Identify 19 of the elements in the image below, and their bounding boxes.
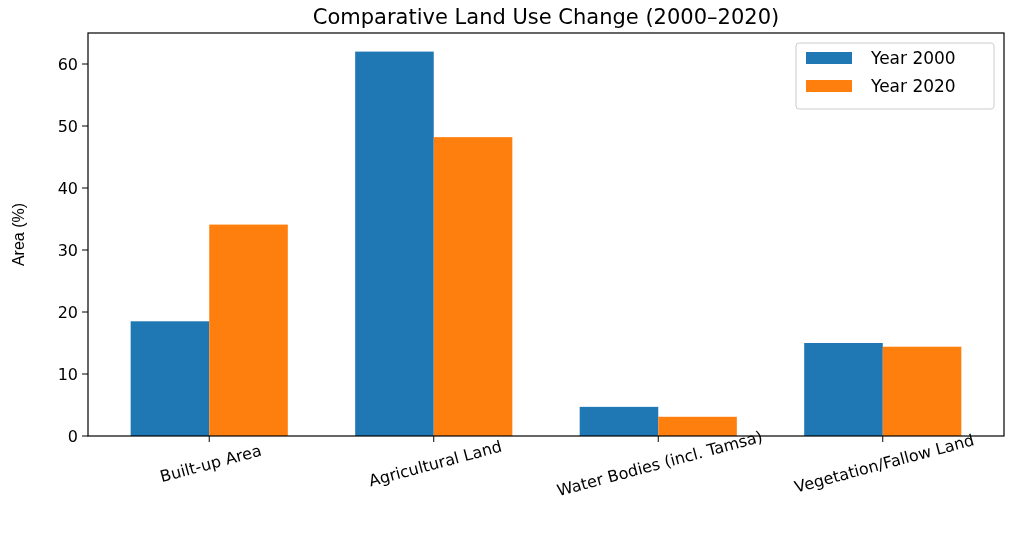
bar	[130, 321, 210, 436]
y-tick-label: 50	[57, 116, 78, 136]
x-tick-label: Water Bodies (incl. Tamsa)	[554, 426, 765, 501]
y-axis-title: Area (%)	[10, 202, 27, 267]
legend-label: Year 2020	[870, 76, 956, 96]
legend-label: Year 2000	[870, 48, 956, 68]
y-tick-label: 30	[57, 240, 78, 260]
bar	[209, 224, 288, 436]
y-tick-label: 20	[57, 302, 78, 322]
y-tick-label: 60	[57, 54, 78, 74]
y-tick-label: 0	[67, 426, 78, 446]
bar	[433, 137, 513, 436]
bar	[355, 51, 434, 436]
x-tick-label: Built-up Area	[157, 440, 264, 487]
bar	[804, 343, 883, 436]
bar	[579, 406, 659, 436]
y-tick-label: 40	[57, 178, 78, 198]
y-tick-label: 10	[57, 364, 78, 384]
chart-title: Comparative Land Use Change (2000–2020)	[312, 5, 780, 29]
